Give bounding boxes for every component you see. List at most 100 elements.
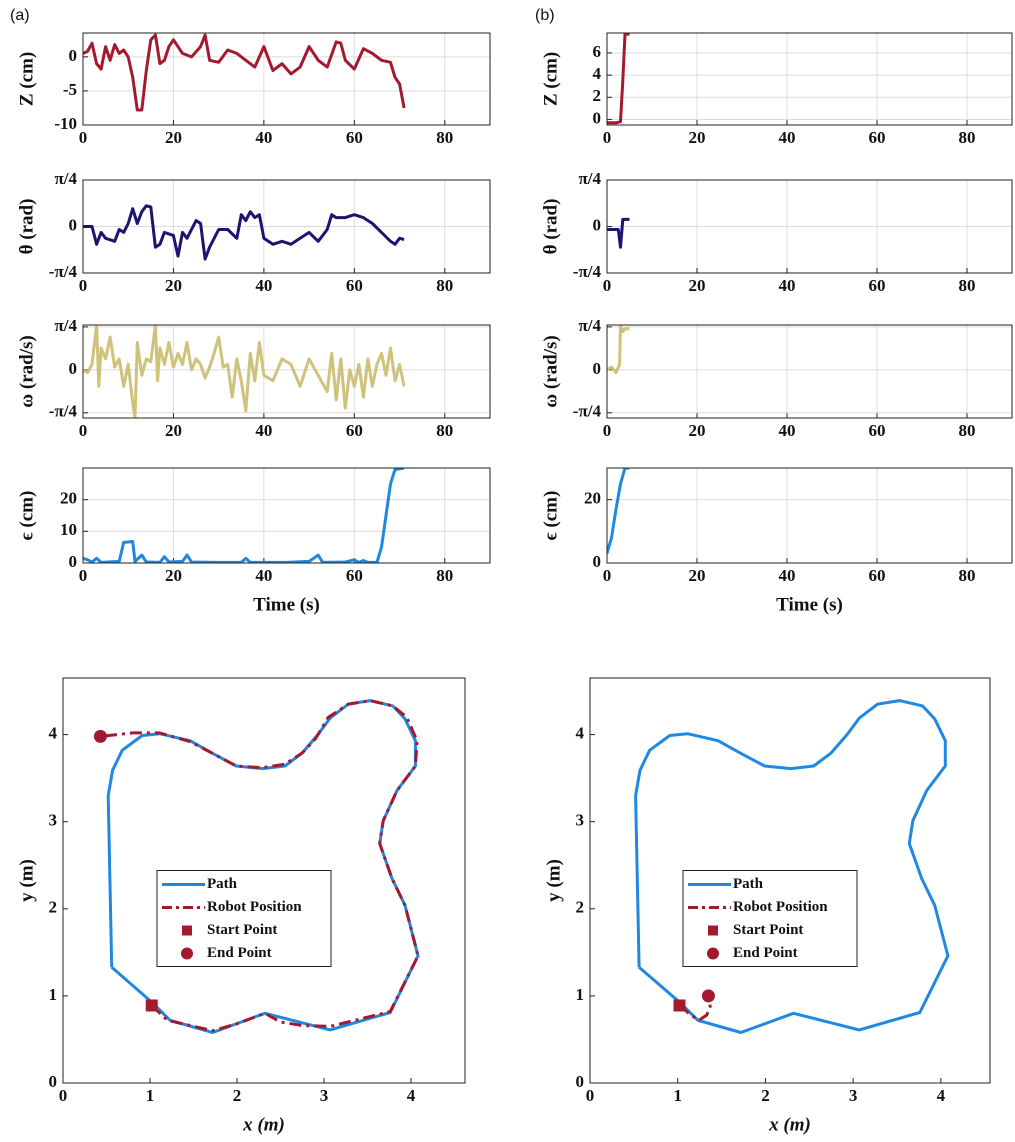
y-axis-label: ω (rad/s) [16, 335, 37, 407]
y-tick-label: 0 [593, 552, 602, 571]
x-tick-label: 80 [959, 421, 976, 440]
x-tick-label: 20 [689, 276, 706, 295]
x-tick-label: 80 [436, 566, 453, 585]
x-tick-label: 20 [165, 128, 182, 147]
x-tick-label: 1 [146, 1086, 155, 1105]
legend-label: End Point [207, 945, 272, 961]
start-marker [673, 999, 686, 1012]
x-tick-label: 20 [165, 421, 182, 440]
y-tick-label: 10 [60, 520, 77, 539]
x-tick-label: 4 [407, 1086, 416, 1105]
x-tick-label: 60 [346, 421, 363, 440]
x-tick-label: 0 [79, 276, 88, 295]
subplot: 0 1 2 3 4 0 1 2 3 4 x (m) y (m) Path Robot Position St… [543, 677, 991, 1135]
y-tick-label: 2 [49, 898, 58, 917]
y-axis-label: y (m) [543, 859, 564, 902]
x-axis-label: x (m) [768, 1114, 811, 1135]
axes-frame [606, 324, 1013, 419]
legend-swatch [708, 925, 718, 936]
y-tick-label: π/4 [578, 316, 601, 335]
panel-label: (b) [535, 7, 555, 24]
x-tick-label: 20 [165, 276, 182, 295]
axes-frame [82, 32, 491, 126]
x-tick-label: 40 [779, 276, 796, 295]
y-axis-label: θ (rad) [540, 199, 561, 255]
y-tick-label: 3 [49, 811, 58, 830]
axes-frame [606, 32, 1013, 126]
x-tick-label: 60 [869, 421, 886, 440]
y-tick-label: 0 [69, 46, 78, 65]
x-tick-label: 1 [673, 1086, 682, 1105]
axes-frame [82, 179, 491, 274]
robot-line [100, 699, 420, 1033]
data-line [607, 325, 630, 375]
end-marker [93, 729, 107, 743]
x-tick-label: 2 [233, 1086, 242, 1105]
legend-swatch [182, 925, 192, 936]
axes-frame [82, 467, 491, 564]
plot-area [607, 33, 1012, 125]
y-tick-label: 0 [69, 359, 78, 378]
legend-label: Path [207, 876, 238, 892]
x-tick-label: 80 [436, 276, 453, 295]
subplot: 0 1 2 3 4 0 1 2 3 4 x (m) y (m) Path Robot Position St… [16, 677, 466, 1135]
y-tick-label: 0 [49, 1072, 58, 1091]
x-tick-label: 40 [255, 566, 272, 585]
subplot: 0 20 40 60 80 -10 -5 0 (a) Z (cm) [10, 7, 491, 147]
y-tick-label: -π/4 [573, 262, 602, 281]
x-tick-label: 0 [603, 128, 612, 147]
legend-swatch [181, 947, 193, 960]
y-tick-label: 1 [49, 985, 58, 1004]
x-tick-label: 40 [255, 276, 272, 295]
x-tick-label: 40 [779, 421, 796, 440]
x-tick-label: 60 [346, 128, 363, 147]
x-tick-label: 40 [779, 128, 796, 147]
axes-frame [606, 467, 1013, 564]
y-tick-label: 0 [593, 215, 602, 234]
y-tick-label: 6 [593, 42, 602, 61]
x-tick-label: 80 [436, 421, 453, 440]
x-tick-label: 0 [603, 276, 612, 295]
x-tick-label: 2 [761, 1086, 770, 1105]
legend-label: Robot Position [733, 899, 828, 915]
robot-line [678, 995, 712, 1022]
y-axis-label: y (m) [16, 859, 37, 902]
x-tick-label: 60 [346, 566, 363, 585]
x-axis-label: Time (s) [776, 594, 843, 615]
y-axis-label: Z (cm) [16, 52, 37, 106]
y-axis-label: θ (rad) [16, 199, 37, 255]
x-tick-label: 80 [436, 128, 453, 147]
y-tick-label: 0 [69, 552, 78, 571]
x-tick-label: 3 [849, 1086, 858, 1105]
y-axis-label: ω (rad/s) [540, 335, 561, 407]
y-tick-label: 4 [593, 64, 602, 83]
y-axis-label: ϵ (cm) [540, 491, 561, 541]
y-axis-label: Z (cm) [540, 52, 561, 106]
y-tick-label: 0 [593, 108, 602, 127]
data-line [106, 699, 420, 1034]
y-tick-label: 0 [593, 359, 602, 378]
y-tick-label: -5 [63, 80, 77, 99]
y-tick-label: π/4 [54, 169, 77, 188]
y-tick-label: -π/4 [573, 402, 602, 421]
x-tick-label: 0 [586, 1086, 595, 1105]
y-tick-label: 4 [576, 724, 585, 743]
legend-label: Robot Position [207, 899, 302, 915]
x-tick-label: 60 [869, 276, 886, 295]
y-tick-label: 0 [576, 1072, 585, 1091]
data-line [607, 468, 630, 554]
x-tick-label: 0 [79, 128, 88, 147]
subplot: 0 20 40 60 80 0 20 Time (s) ϵ (cm) [540, 467, 1013, 615]
data-line [83, 204, 405, 261]
x-tick-label: 60 [346, 276, 363, 295]
y-tick-label: π/4 [54, 316, 77, 335]
axes-frame [606, 179, 1013, 274]
x-tick-label: 20 [689, 128, 706, 147]
y-tick-label: 2 [576, 898, 585, 917]
start-marker [145, 999, 158, 1012]
x-tick-label: 0 [59, 1086, 68, 1105]
x-tick-label: 80 [959, 276, 976, 295]
legend-swatch [707, 947, 719, 960]
data-line [607, 33, 630, 125]
